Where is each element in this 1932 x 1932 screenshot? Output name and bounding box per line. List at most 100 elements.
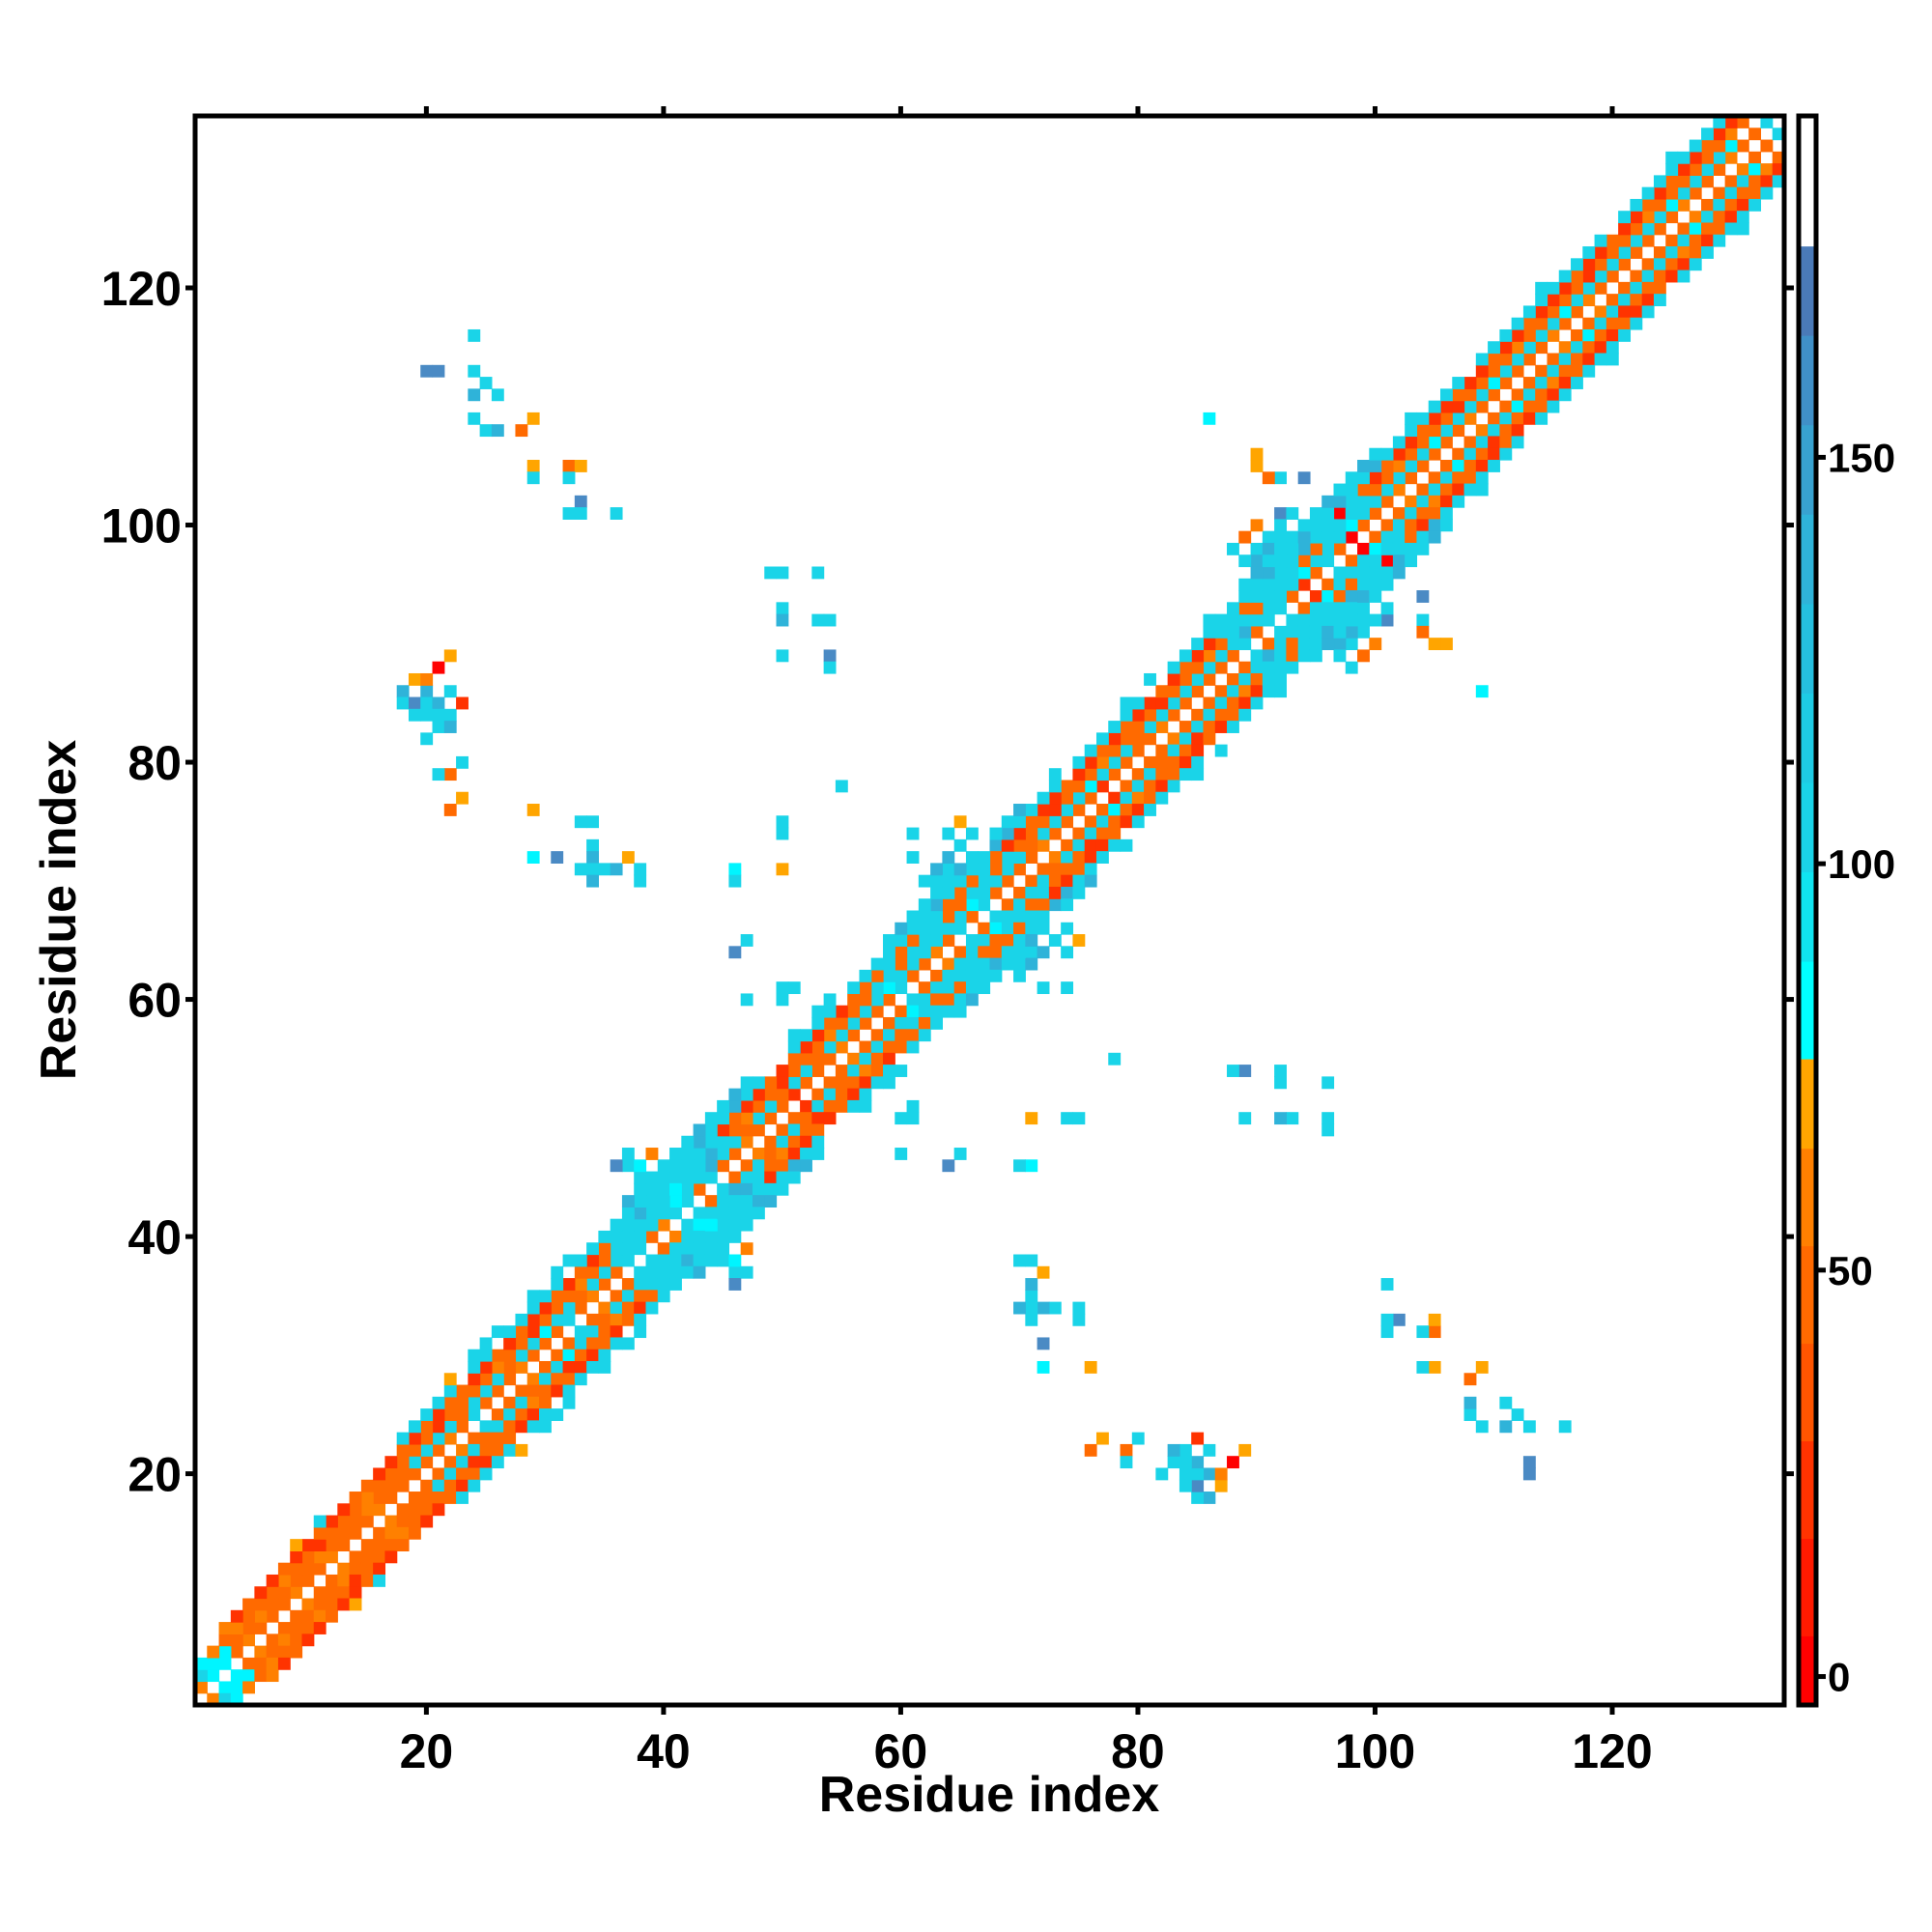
colorbar-frame xyxy=(1796,113,1819,1708)
heatmap-cell xyxy=(1713,211,1726,224)
heatmap-cell xyxy=(1309,613,1322,627)
heatmap-cell xyxy=(1013,863,1026,876)
heatmap-cell xyxy=(1392,447,1406,461)
heatmap-cell xyxy=(326,1515,338,1528)
heatmap-cell xyxy=(823,1016,837,1030)
heatmap-cell xyxy=(1227,542,1239,555)
heatmap-cell xyxy=(526,1313,540,1326)
heatmap-cell xyxy=(1630,246,1643,259)
heatmap-cell xyxy=(1547,364,1560,378)
heatmap-cell xyxy=(1013,957,1026,971)
heatmap-cell xyxy=(1594,246,1607,259)
heatmap-cell xyxy=(1179,1443,1192,1457)
heatmap-cell xyxy=(1297,542,1311,555)
heatmap-cell xyxy=(1452,424,1465,438)
x-tick-label: 60 xyxy=(874,1724,928,1778)
heatmap-cell xyxy=(787,1135,801,1149)
heatmap-cell xyxy=(1203,672,1216,686)
heatmap-cell xyxy=(384,1550,398,1564)
heatmap-cell xyxy=(621,851,635,864)
heatmap-cell xyxy=(1701,198,1714,212)
heatmap-cell xyxy=(1665,186,1679,200)
heatmap-cell xyxy=(787,1029,801,1042)
heatmap-cell xyxy=(1179,696,1192,710)
heatmap-cell xyxy=(800,1148,812,1160)
heatmap-cell xyxy=(207,1669,220,1683)
heatmap-cell xyxy=(384,1515,398,1528)
heatmap-cell xyxy=(266,1574,279,1587)
heatmap-cell xyxy=(1274,578,1288,591)
heatmap-cell xyxy=(1084,838,1097,852)
heatmap-cell xyxy=(1037,1360,1050,1374)
heatmap-cell xyxy=(1037,827,1050,840)
heatmap-cell xyxy=(420,696,434,710)
heatmap-cell xyxy=(515,1360,528,1374)
heatmap-cell xyxy=(764,1171,778,1184)
heatmap-cell xyxy=(800,1040,812,1054)
heatmap-cell xyxy=(515,1384,528,1398)
heatmap-cell xyxy=(634,863,647,876)
heatmap-cell xyxy=(1571,364,1583,378)
heatmap-cell xyxy=(1262,554,1275,568)
heatmap-cell xyxy=(562,1373,576,1386)
heatmap-cell xyxy=(1677,270,1690,283)
heatmap-cell xyxy=(1048,815,1062,829)
heatmap-cell xyxy=(1238,1065,1252,1077)
heatmap-cell xyxy=(574,507,587,520)
heatmap-cell xyxy=(704,1207,718,1220)
heatmap-cell xyxy=(1191,649,1205,663)
heatmap-cell xyxy=(1416,530,1430,544)
heatmap-cell xyxy=(384,1492,398,1504)
heatmap-cell xyxy=(1155,721,1169,733)
heatmap-cell xyxy=(1665,211,1679,224)
heatmap-cell xyxy=(1191,768,1205,781)
heatmap-cell xyxy=(1262,578,1275,591)
heatmap-cell xyxy=(1214,638,1228,651)
heatmap-cell xyxy=(1120,755,1133,769)
heatmap-cell xyxy=(953,957,967,971)
heatmap-cell xyxy=(930,1005,943,1018)
heatmap-cell xyxy=(1357,507,1370,520)
heatmap-cell xyxy=(420,1492,434,1504)
heatmap-cell xyxy=(776,815,789,829)
heatmap-cell xyxy=(1203,613,1216,627)
heatmap-cell xyxy=(1013,851,1026,864)
heatmap-cell xyxy=(1191,708,1205,722)
heatmap-cell xyxy=(373,1550,386,1564)
heatmap-cell xyxy=(1416,625,1430,639)
heatmap-cell xyxy=(1238,578,1252,591)
heatmap-cell xyxy=(953,1148,967,1160)
heatmap-cell xyxy=(491,1456,504,1469)
heatmap-cell xyxy=(443,1492,457,1504)
heatmap-cell xyxy=(468,1443,481,1457)
heatmap-cell xyxy=(1048,827,1062,840)
heatmap-cell xyxy=(823,649,837,663)
heatmap-cell xyxy=(1380,1313,1394,1326)
heatmap-cell xyxy=(1416,1325,1430,1339)
heatmap-cell xyxy=(1748,198,1762,212)
heatmap-cell xyxy=(396,1443,410,1457)
y-tick-label: 100 xyxy=(101,499,182,554)
heatmap-cell xyxy=(1511,341,1524,355)
heatmap-cell xyxy=(1772,175,1785,188)
heatmap-cell xyxy=(1618,328,1632,342)
heatmap-cell xyxy=(1665,258,1679,271)
heatmap-cell xyxy=(776,993,789,1007)
heatmap-cell xyxy=(420,1408,434,1421)
heatmap-cell xyxy=(859,1016,872,1030)
heatmap-cell xyxy=(1013,969,1026,982)
heatmap-cell xyxy=(1547,400,1560,413)
heatmap-cell xyxy=(965,993,979,1007)
heatmap-cell xyxy=(1238,590,1252,603)
heatmap-cell xyxy=(1144,780,1156,793)
heatmap-cell xyxy=(1203,708,1216,722)
heatmap-cell xyxy=(740,1242,753,1256)
heatmap-cell xyxy=(1309,542,1322,555)
heatmap-cell xyxy=(610,1242,623,1256)
heatmap-cell xyxy=(621,1313,635,1326)
heatmap-cell xyxy=(1120,815,1133,829)
heatmap-cell xyxy=(479,1432,493,1445)
heatmap-cell xyxy=(883,957,895,971)
